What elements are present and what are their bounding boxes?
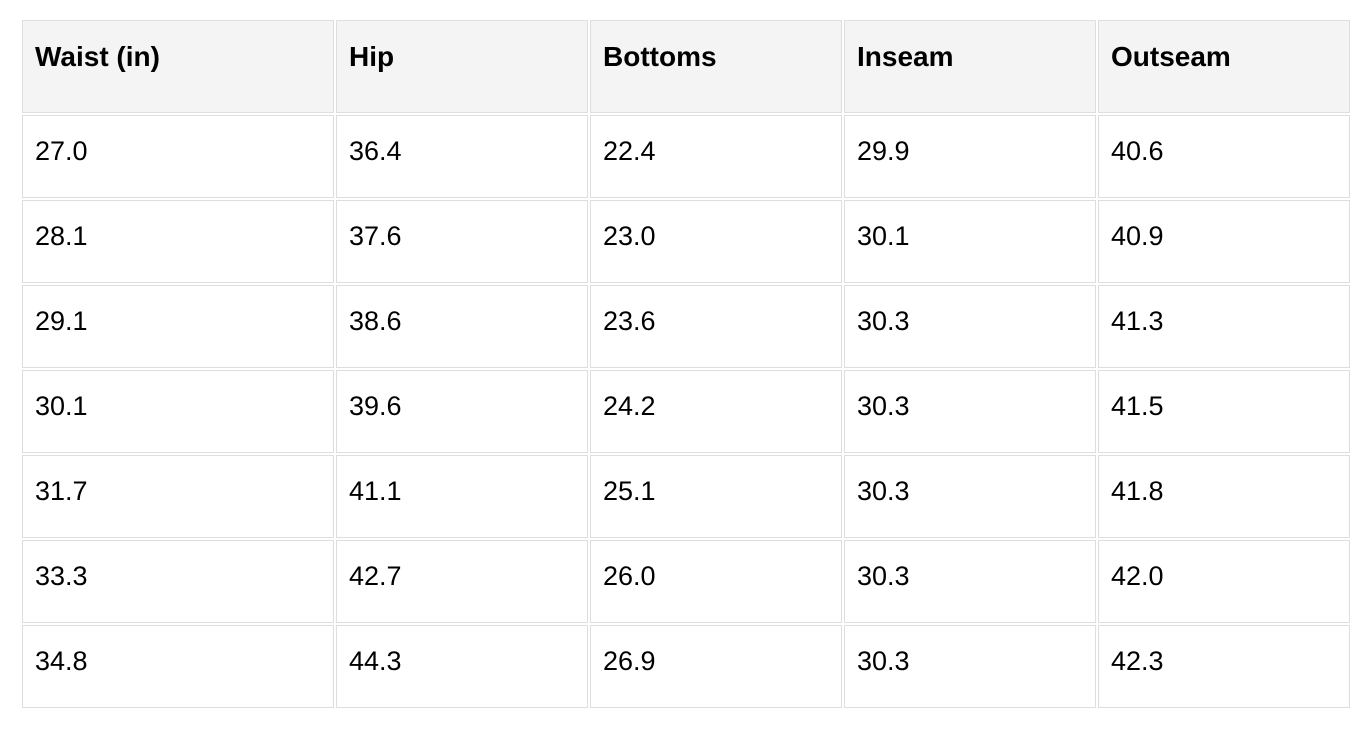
table-cell: 29.9 (844, 115, 1096, 198)
table-body: 27.0 36.4 22.4 29.9 40.6 28.1 37.6 23.0 30.1 40.9… (22, 115, 1350, 708)
column-header-1: Hip (336, 20, 588, 113)
table-cell: 42.7 (336, 540, 588, 623)
table-header: Waist (in) Hip Bottoms Inseam Outseam (22, 20, 1350, 113)
column-header-0: Waist (in) (22, 20, 334, 113)
table-cell: 28.1 (22, 200, 334, 283)
table-cell: 42.3 (1098, 625, 1350, 708)
table-row: 29.1 38.6 23.6 30.3 41.3 (22, 285, 1350, 368)
table-row: 34.8 44.3 26.9 30.3 42.3 (22, 625, 1350, 708)
table-cell: 39.6 (336, 370, 588, 453)
table-cell: 25.1 (590, 455, 842, 538)
table-cell: 37.6 (336, 200, 588, 283)
table-cell: 38.6 (336, 285, 588, 368)
table-cell: 26.9 (590, 625, 842, 708)
table-cell: 30.3 (844, 540, 1096, 623)
table-row: 31.7 41.1 25.1 30.3 41.8 (22, 455, 1350, 538)
column-header-2: Bottoms (590, 20, 842, 113)
table-cell: 44.3 (336, 625, 588, 708)
table-cell: 24.2 (590, 370, 842, 453)
table-cell: 36.4 (336, 115, 588, 198)
table-cell: 41.3 (1098, 285, 1350, 368)
table-cell: 41.1 (336, 455, 588, 538)
table-cell: 23.6 (590, 285, 842, 368)
table-cell: 41.8 (1098, 455, 1350, 538)
table-cell: 30.3 (844, 285, 1096, 368)
table-cell: 26.0 (590, 540, 842, 623)
table-row: 28.1 37.6 23.0 30.1 40.9 (22, 200, 1350, 283)
column-header-4: Outseam (1098, 20, 1350, 113)
table-cell: 31.7 (22, 455, 334, 538)
table-cell: 33.3 (22, 540, 334, 623)
table-row: 27.0 36.4 22.4 29.9 40.6 (22, 115, 1350, 198)
table-cell: 40.6 (1098, 115, 1350, 198)
table-cell: 22.4 (590, 115, 842, 198)
table-cell: 30.3 (844, 625, 1096, 708)
header-row: Waist (in) Hip Bottoms Inseam Outseam (22, 20, 1350, 113)
table-row: 30.1 39.6 24.2 30.3 41.5 (22, 370, 1350, 453)
table-cell: 29.1 (22, 285, 334, 368)
column-header-3: Inseam (844, 20, 1096, 113)
table-cell: 41.5 (1098, 370, 1350, 453)
size-chart-table: Waist (in) Hip Bottoms Inseam Outseam 27.0 36… (20, 18, 1352, 710)
table-row: 33.3 42.7 26.0 30.3 42.0 (22, 540, 1350, 623)
table-cell: 30.3 (844, 455, 1096, 538)
table-cell: 42.0 (1098, 540, 1350, 623)
table-cell: 30.1 (22, 370, 334, 453)
table-cell: 30.3 (844, 370, 1096, 453)
table-cell: 40.9 (1098, 200, 1350, 283)
table-cell: 23.0 (590, 200, 842, 283)
table-cell: 34.8 (22, 625, 334, 708)
table-cell: 30.1 (844, 200, 1096, 283)
table-cell: 27.0 (22, 115, 334, 198)
